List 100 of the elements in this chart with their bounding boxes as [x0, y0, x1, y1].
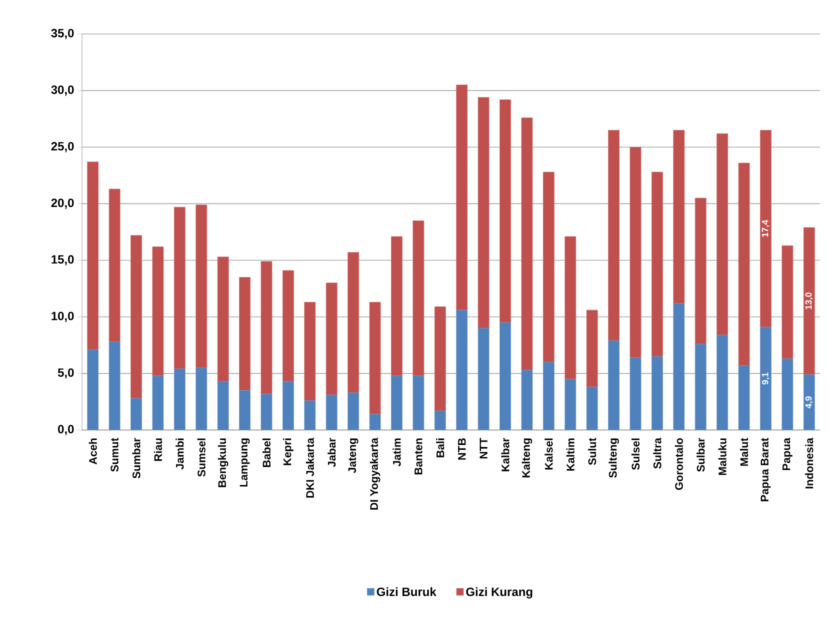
bar: [412, 220, 424, 376]
x-tick-label: Sumbar: [132, 438, 140, 478]
x-tick-label: Aceh: [88, 438, 97, 464]
bar: [564, 236, 576, 380]
bar: [152, 375, 164, 430]
bar: [456, 84, 468, 310]
bar: [760, 130, 772, 328]
data-label: 4,9: [805, 396, 813, 408]
bar: [326, 282, 338, 396]
bar: [673, 303, 685, 430]
x-tick-label: Sulbar: [696, 438, 705, 472]
bar: [630, 357, 642, 430]
bar: [282, 381, 294, 430]
bar: [782, 245, 794, 359]
bar: [500, 99, 511, 323]
x-tick-label: Sultra: [653, 438, 662, 469]
x-tick-label: Bengkulu: [218, 438, 228, 488]
x-tick-label: Sulsel: [631, 438, 640, 470]
bar: [782, 358, 794, 430]
x-tick-label: Kalteng: [522, 438, 532, 478]
bar: [608, 340, 620, 430]
y-tick-label: 25,0: [51, 142, 74, 152]
y-tick-label: 5,0: [58, 368, 74, 379]
x-tick-label: Indonesia: [805, 438, 814, 488]
x-tick-label: Sulteng: [608, 438, 619, 478]
bar: [586, 310, 598, 388]
bar: [304, 400, 316, 430]
x-tick-label: Sumut: [110, 438, 118, 472]
x-tick-label: Jatim: [392, 438, 401, 466]
bar: [130, 235, 142, 399]
data-label: 9,1: [762, 372, 770, 384]
x-tick-label: Kalsel: [544, 438, 553, 470]
y-tick-label: 20,0: [51, 198, 74, 209]
bar: [673, 130, 685, 304]
x-tick-label: Jateng: [348, 438, 358, 474]
x-tick-label: Babel: [262, 438, 271, 467]
bar: [130, 398, 142, 430]
bar: [217, 381, 229, 430]
bar: [478, 328, 490, 430]
x-tick-label: NTT: [480, 438, 488, 458]
bar: [630, 146, 642, 358]
x-tick-label: Kaltim: [566, 438, 574, 471]
bar: [652, 172, 663, 357]
y-tick-label: 15,0: [52, 255, 74, 266]
bar: [348, 252, 360, 393]
bar: [716, 334, 728, 430]
data-label: 13,0: [805, 292, 813, 310]
bar: [652, 356, 663, 430]
bar: [694, 344, 706, 430]
y-tick-label: 10,0: [52, 312, 74, 322]
bar: [434, 410, 446, 430]
x-tick-label: Lampung: [240, 438, 250, 487]
bar: [174, 368, 186, 430]
y-tick-label: 0,0: [58, 424, 74, 436]
x-tick-label: Jambi: [176, 438, 184, 470]
y-tick-label: 35,0: [51, 28, 74, 40]
data-label: 17,4: [762, 220, 770, 237]
bar: [694, 198, 706, 344]
legend-label: Gizi Buruk: [376, 587, 436, 596]
bar: [174, 206, 186, 370]
bar: [108, 342, 120, 430]
x-tick-label: Kalbar: [501, 438, 510, 472]
bar: [217, 256, 229, 382]
x-tick-label: Malut: [740, 438, 748, 466]
bar: [391, 375, 402, 430]
bar: [542, 362, 554, 430]
bar: [239, 390, 250, 430]
bar: [196, 204, 208, 368]
x-tick-label: DKI Jakarta: [306, 438, 314, 498]
x-tick-label: Papua Barat: [760, 438, 771, 502]
bar: [521, 118, 533, 370]
bar: [434, 306, 446, 411]
bar: [412, 375, 424, 430]
bar: [760, 326, 772, 430]
bar: [348, 392, 360, 430]
bar: [716, 133, 728, 336]
y-tick-label: 30,0: [51, 85, 74, 96]
x-tick-label: NTB: [458, 438, 466, 460]
bar: [108, 188, 120, 342]
x-tick-label: Bali: [436, 438, 444, 458]
bar: [586, 386, 598, 430]
bar: [282, 270, 294, 382]
x-tick-label: Maluku: [718, 438, 726, 475]
bar: [456, 310, 468, 430]
x-tick-label: Riau: [154, 438, 162, 461]
x-tick-label: Sulut: [588, 438, 596, 465]
bar: [260, 261, 272, 394]
x-tick-label: DI Yogyakarta: [370, 438, 380, 510]
bar: [542, 172, 554, 362]
bar: [87, 349, 99, 430]
bar: [304, 302, 316, 401]
bar: [326, 394, 338, 430]
bar: [196, 368, 208, 430]
x-tick-label: Sumsel: [197, 438, 206, 477]
legend-label: Gizi Kurang: [466, 587, 532, 599]
bar: [478, 97, 490, 328]
bar: [803, 227, 815, 375]
bar: [87, 162, 99, 350]
x-tick-label: Banten: [414, 438, 422, 474]
bar: [500, 322, 511, 430]
